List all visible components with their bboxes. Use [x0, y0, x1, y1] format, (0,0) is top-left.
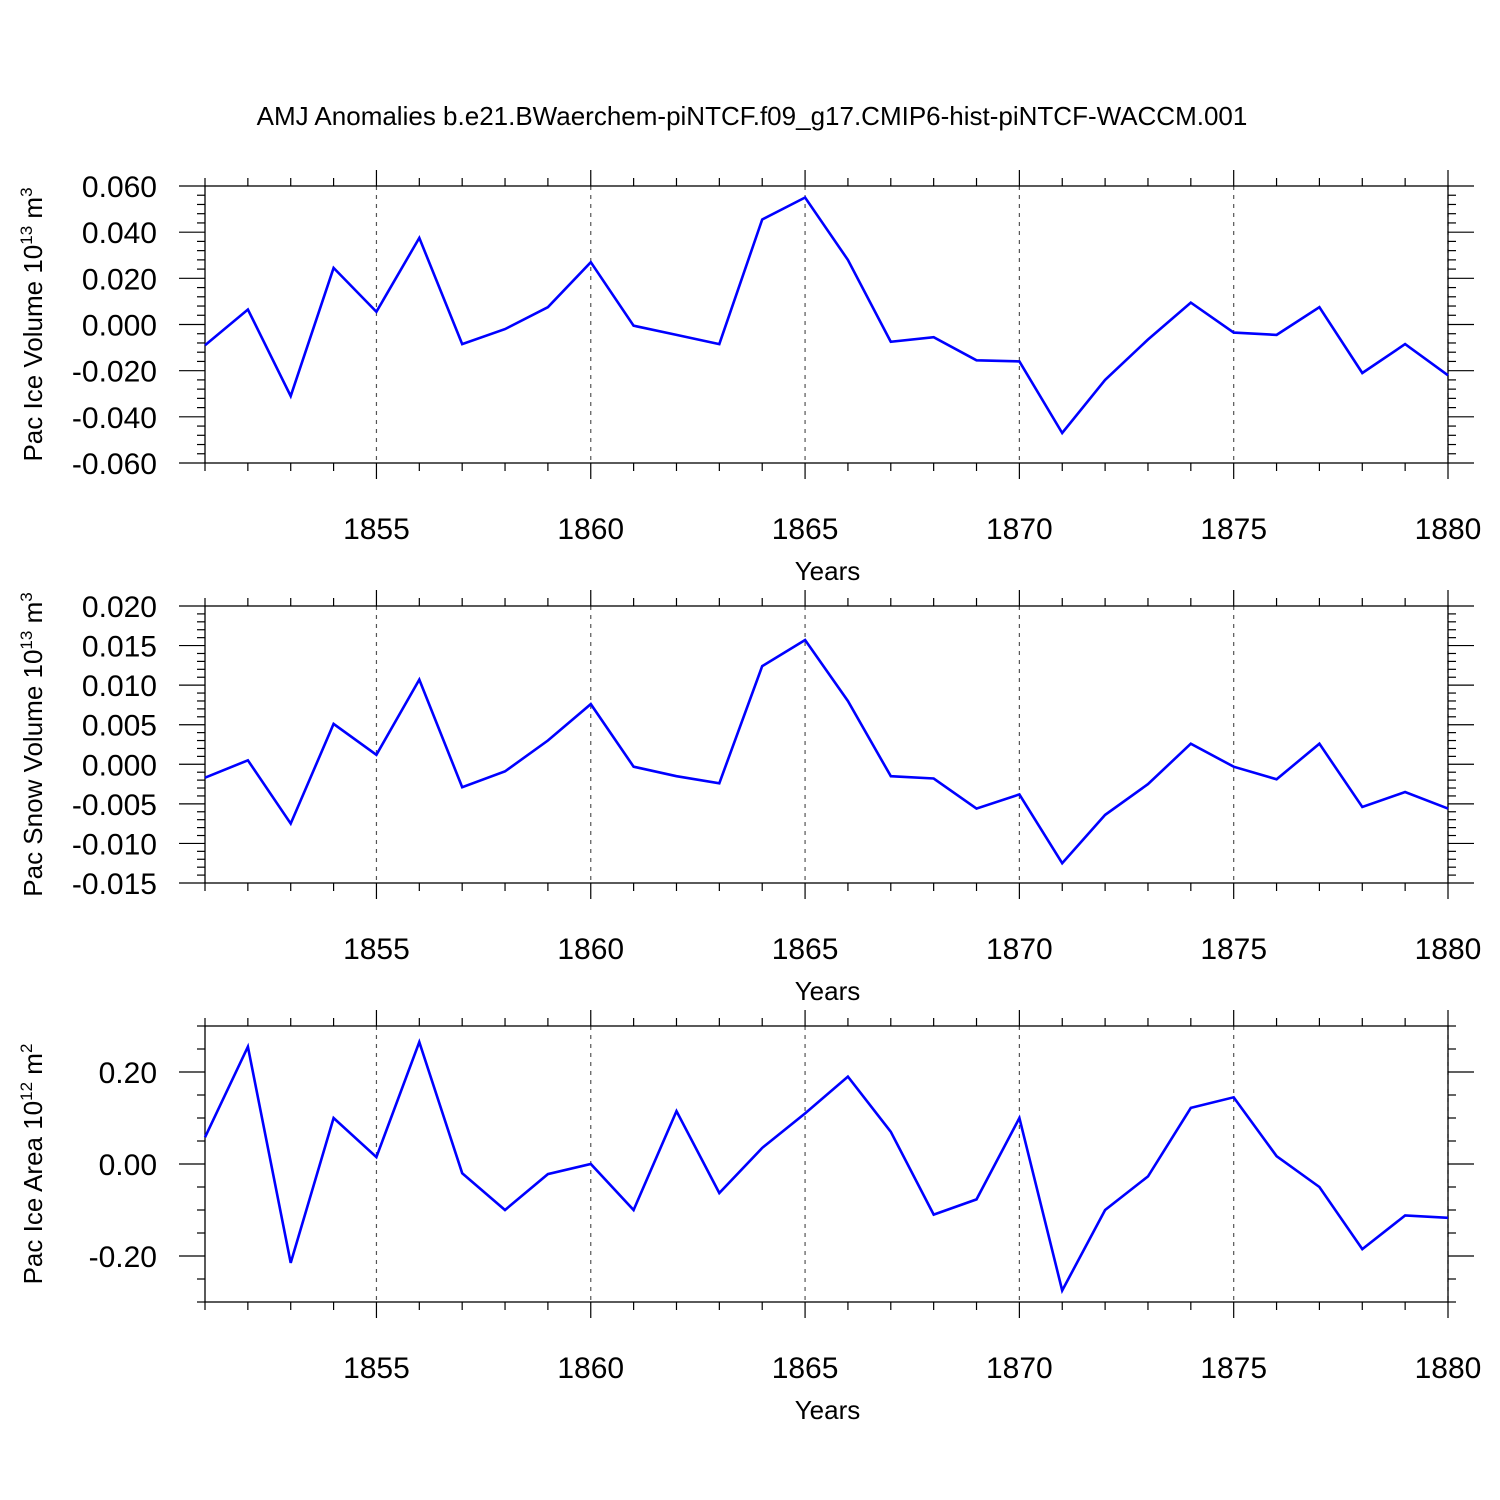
y-axis-label-unit: m [18, 602, 48, 631]
y-tick-label: 0.020 [82, 263, 157, 296]
x-tick-label: 1865 [772, 513, 839, 546]
y-axis-label-exponent: 13 [17, 226, 36, 245]
x-tick-label: 1880 [1415, 933, 1482, 966]
y-axis-label-unit-exponent: 2 [17, 1044, 36, 1053]
y-axis-label: Pac Ice Volume 1013 m3 [17, 187, 48, 461]
x-tick-label: 1855 [343, 933, 410, 966]
x-tick-label: 1875 [1200, 933, 1267, 966]
y-tick-label: -0.20 [89, 1241, 157, 1274]
series-line [203, 1038, 1449, 1295]
y-axis-label-unit: m [18, 1053, 48, 1082]
y-tick-label: -0.015 [72, 868, 157, 901]
y-axis-label-unit-exponent: 3 [17, 187, 36, 196]
plot-frame [204, 1025, 1449, 1303]
x-tick-label: 1860 [557, 1352, 624, 1385]
x-tick-label: 1880 [1415, 1352, 1482, 1385]
y-axis-label-text: Pac Ice Area 10 [18, 1101, 48, 1285]
x-axis-label: Years [795, 556, 861, 586]
y-tick-label: 0.20 [99, 1057, 157, 1090]
y-axis-label-text: Pac Snow Volume 10 [18, 650, 48, 897]
x-tick-label: 1855 [343, 1352, 410, 1385]
y-axis-label-exponent: 12 [17, 1082, 36, 1101]
panels: 1855 1860 1865 1870 1875 1880 -0.060 -0.040 -0.0… [17, 170, 1481, 1425]
y-tick-label: -0.060 [72, 448, 157, 481]
x-tick-label: 1860 [557, 933, 624, 966]
y-axis-label-text: Pac Ice Volume 10 [18, 245, 48, 462]
y-tick-label: 0.000 [82, 749, 157, 782]
x-tick-label: 1870 [986, 1352, 1053, 1385]
panel-1: 1855 1860 1865 1870 1875 1880 -0.060 -0.040 -0.0… [17, 170, 1481, 586]
y-axis-label: Pac Snow Volume 1013 m3 [17, 592, 48, 896]
y-axis-label-unit-exponent: 3 [17, 592, 36, 601]
y-tick-label: 0.00 [99, 1149, 157, 1182]
y-tick-label: 0.000 [82, 310, 157, 343]
y-tick-label: 0.015 [82, 631, 157, 664]
plot-frame [204, 605, 1449, 884]
panel-3: 1855 1860 1865 1870 1875 1880 -0.20 0.00 0.20 Yea… [17, 1010, 1481, 1425]
y-axis-label-exponent: 13 [17, 631, 36, 650]
series-line [204, 195, 1449, 436]
x-axis-label: Years [795, 1395, 861, 1425]
x-tick-label: 1860 [557, 513, 624, 546]
x-tick-label: 1865 [772, 933, 839, 966]
y-tick-label: 0.040 [82, 217, 157, 250]
y-axis-label-unit: m [18, 197, 48, 226]
plot-frame [204, 185, 1449, 464]
y-tick-label: -0.010 [72, 828, 157, 861]
x-tick-label: 1870 [986, 933, 1053, 966]
x-tick-label: 1855 [343, 513, 410, 546]
y-axis-label: Pac Ice Area 1012 m2 [17, 1044, 48, 1285]
y-tick-label: 0.060 [82, 171, 157, 204]
y-tick-label: -0.040 [72, 402, 157, 435]
panel-2: 1855 1860 1865 1870 1875 1880 -0.015 -0.010 -0.0… [17, 590, 1481, 1006]
y-tick-label: 0.005 [82, 710, 157, 743]
x-tick-label: 1870 [986, 513, 1053, 546]
figure-title: AMJ Anomalies b.e21.BWaerchem-piNTCF.f09… [257, 101, 1248, 131]
x-axis-label: Years [795, 976, 861, 1006]
y-tick-label: 0.010 [82, 670, 157, 703]
x-tick-label: 1875 [1200, 1352, 1267, 1385]
x-tick-label: 1865 [772, 1352, 839, 1385]
series-line [204, 638, 1449, 866]
y-tick-label: -0.020 [72, 356, 157, 389]
x-tick-label: 1880 [1415, 513, 1482, 546]
y-tick-label: 0.020 [82, 591, 157, 624]
y-tick-label: -0.005 [72, 789, 157, 822]
x-tick-label: 1875 [1200, 513, 1267, 546]
